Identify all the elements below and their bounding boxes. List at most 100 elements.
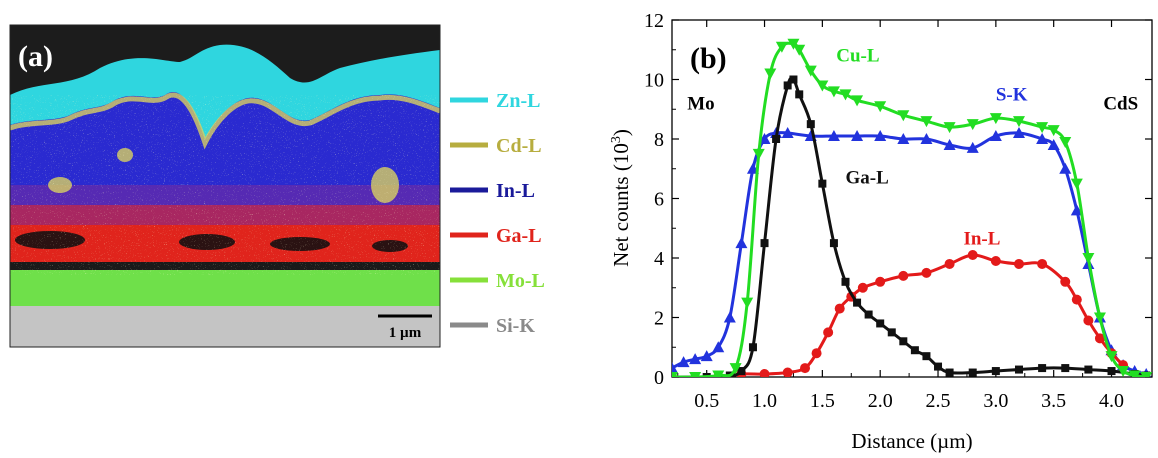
data-point [989,130,1002,142]
data-point [1013,258,1024,269]
data-point [787,38,800,50]
data-point [874,130,887,142]
data-point [1070,204,1083,216]
data-point [887,328,896,337]
data-point [920,116,933,128]
x-tick-label: 4.0 [1099,390,1124,412]
data-point [944,258,955,269]
x-tick-label: 2.0 [868,390,893,412]
x-tick-label: 3.0 [983,390,1008,412]
annotation-label: CdS [1103,93,1138,114]
data-point [1038,364,1047,373]
data-point [781,127,794,139]
data-point [1083,315,1094,326]
data-point [966,141,979,153]
data-point [1128,370,1141,377]
y-tick-label: 6 [654,189,664,211]
y-tick-label: 12 [644,10,664,32]
axis-ticks: 0.5 1.0 1.5 2.0 2.5 3.0 3.5 4.0 0 2 4 6 8 10 12 [644,10,1152,412]
data-point [1140,372,1152,377]
data-point [943,122,956,134]
data-point [1084,365,1093,374]
x-tick-label: 1.5 [810,390,835,412]
data-point [827,86,840,98]
x-tick-label: 3.5 [1041,390,1066,412]
data-point [689,353,702,365]
data-point [876,319,885,328]
data-point [943,138,956,150]
legend-label: Cd-L [496,135,542,157]
data-point [874,101,887,113]
edx-map-image [10,25,440,347]
data-point [811,348,822,359]
data-point [735,237,748,249]
data-point [1071,294,1082,305]
data-point [967,250,978,261]
data-point [702,373,711,377]
y-axis-label-sup: 3 [609,136,624,143]
x-tick-label: 0.5 [694,390,719,412]
data-point [1059,162,1072,174]
data-point [1105,351,1118,363]
data-point [841,277,850,286]
series-label: In-L [963,229,1000,250]
y-axis-label-end: ) [609,129,633,136]
data-point [789,75,798,84]
data-point [990,255,1001,266]
data-point [823,327,834,338]
data-point [723,311,736,323]
data-point [1117,366,1130,377]
y-tick-label: 0 [654,367,664,389]
data-point [1093,312,1106,324]
data-point [772,135,781,143]
data-point [829,239,838,248]
y-tick-label: 8 [654,129,664,151]
data-point [672,372,678,377]
y-axis-label-main: Net counts (10 [609,143,633,267]
data-point [816,80,829,92]
series-cu-l [672,38,1152,377]
data-point [689,372,702,377]
data-point [1047,125,1060,137]
x-tick-label: 2.5 [926,390,951,412]
scale-bar-label: 1 µm [389,325,422,341]
data-point [1070,178,1083,190]
data-point [966,119,979,131]
series-label: Cu-L [836,46,879,67]
data-point [827,130,840,142]
data-point [1037,258,1048,269]
legend-label: Si-K [496,315,535,337]
data-point [1012,127,1025,139]
data-point [804,65,817,77]
data-point [1012,116,1025,128]
legend-label: Mo-L [496,270,545,292]
speckle-noise [10,95,440,275]
data-point [899,337,908,346]
data-point [839,89,852,101]
series-labels: S-K In-L Ga-L Cu-L Mo CdS [687,46,1138,250]
data-point [897,110,910,122]
si-layer [10,306,440,347]
data-point [934,362,943,371]
data-point [1061,364,1070,373]
x-axis-label: Distance (µm) [851,429,972,453]
data-point [806,120,815,129]
data-point [752,148,765,160]
data-point [1036,133,1049,144]
panel-b-label: (b) [690,42,727,75]
data-point [989,113,1002,125]
data-point [897,133,910,144]
panel-a-label: (a) [18,40,53,73]
plot-frame [671,19,1153,378]
data-point [857,282,868,293]
data-point [818,179,827,188]
data-point [1082,253,1095,264]
data-point [851,95,864,107]
data-point [853,298,862,307]
legend-label: In-L [496,180,535,202]
data-point [1094,333,1105,344]
x-tick-label: 1.0 [752,390,777,412]
data-point [921,267,932,278]
data-point [712,370,725,377]
